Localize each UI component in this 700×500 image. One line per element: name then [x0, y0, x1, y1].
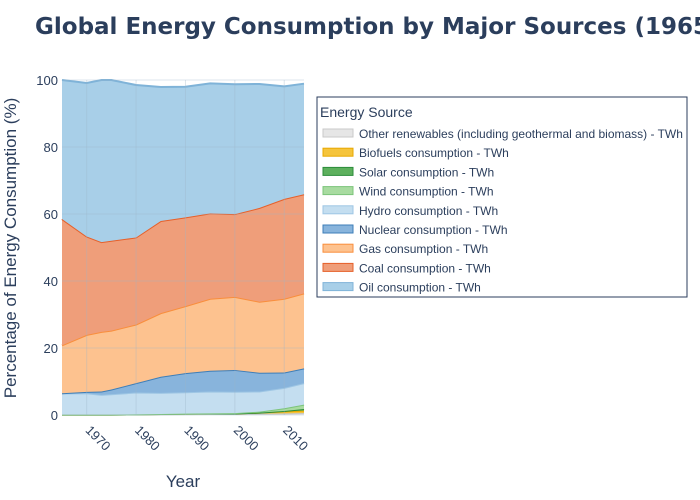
legend-entry: Solar consumption - TWh [359, 165, 494, 179]
legend-entry: Coal consumption - TWh [359, 261, 491, 275]
legend-swatch [322, 262, 354, 272]
area-hydro [62, 383, 304, 415]
legend-entry: Other renewables (including geothermal a… [359, 127, 683, 141]
y-tick-label: 40 [44, 274, 58, 289]
legend-entry: Wind consumption - TWh [359, 185, 494, 199]
area-nuclear [62, 368, 304, 395]
chart-title: Global Energy Consumption by Major Sourc… [35, 14, 700, 40]
legend-swatch [322, 128, 354, 138]
line-nuclear [61, 367, 305, 395]
legend-box [316, 96, 688, 298]
area-coal [62, 194, 304, 346]
legend-swatch [322, 224, 354, 234]
legend-swatch [322, 166, 354, 176]
x-tick-label: 2010 [280, 423, 311, 454]
y-tick-label: 20 [44, 341, 58, 356]
legend-swatch [322, 205, 354, 215]
legend-entry: Hydro consumption - TWh [359, 204, 498, 218]
legend-swatch [322, 243, 354, 253]
legend-swatch [322, 282, 354, 292]
y-axis-title: Percentage of Energy Consumption (%) [1, 98, 20, 399]
y-tick-label: 100 [36, 73, 58, 88]
area-gas [62, 293, 304, 394]
legend-swatch [322, 147, 354, 157]
y-tick-label: 0 [51, 408, 58, 423]
x-tick-label: 1990 [181, 423, 212, 454]
legend-entry: Biofuels consumption - TWh [359, 146, 509, 160]
legend-title: Energy Source [320, 104, 413, 120]
line-oil [61, 79, 305, 89]
area-series [61, 79, 305, 416]
area-oil [62, 80, 304, 243]
x-tick-label: 1970 [83, 423, 114, 454]
legend-entry: Nuclear consumption - TWh [359, 223, 508, 237]
legend-swatch [322, 186, 354, 196]
y-tick-label: 60 [44, 207, 58, 222]
x-axis-title: Year [166, 472, 201, 491]
legend: Energy Source Other renewables (including… [316, 96, 688, 298]
legend-entry: Gas consumption - TWh [359, 242, 488, 256]
legend-entry: Oil consumption - TWh [359, 281, 481, 295]
y-tick-label: 80 [44, 140, 58, 155]
grid-lines [62, 79, 304, 416]
x-tick-label: 2000 [231, 423, 262, 454]
x-tick-label: 1980 [132, 423, 163, 454]
